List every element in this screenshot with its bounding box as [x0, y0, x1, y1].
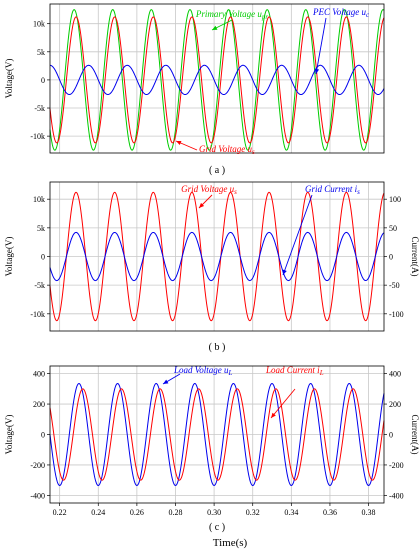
- panel-a: 10k 5k 0 -5k -10k Voltage(V) Primary Voltage u…: [4, 3, 385, 176]
- series-line-2: [49, 388, 385, 481]
- annotation-arrow: [282, 194, 313, 276]
- arrow-head-icon: [212, 25, 218, 30]
- series-line-2: [49, 231, 385, 282]
- plot-frame: [49, 3, 385, 154]
- y-tick-label: 5k: [37, 48, 45, 57]
- x-tick-label: 0.26: [130, 508, 144, 517]
- series-line-3: [49, 64, 385, 96]
- y-right-tick-label: 100: [389, 195, 401, 204]
- series-annotation: Load Current iL: [265, 365, 324, 377]
- panel-caption: ( b ): [209, 342, 226, 353]
- x-tick-label: 0.30: [207, 508, 221, 517]
- y-tick-label: -200: [30, 461, 45, 470]
- y-tick-label: -5k: [34, 104, 45, 113]
- y-axis-label: Voltage(V): [4, 59, 14, 99]
- series-line-1: [49, 191, 385, 322]
- y-right-tick-label: -200: [389, 461, 404, 470]
- y-right-tick-label: -400: [389, 491, 404, 500]
- y-right-tick-label: 200: [389, 400, 401, 409]
- y-axis-label: Voltage(V): [4, 237, 14, 277]
- series-annotation: Grid Voltage us: [199, 144, 255, 156]
- y-tick-label: -5k: [34, 281, 45, 290]
- annotation-arrow: [315, 17, 327, 75]
- y-tick-label: 0: [41, 253, 45, 262]
- x-tick-label: 0.36: [323, 508, 337, 517]
- x-tick-label: 0.32: [246, 508, 260, 517]
- y-right-tick-label: 0: [389, 253, 393, 262]
- annotation-arrow: [270, 388, 296, 419]
- x-tick-label: 0.34: [284, 508, 298, 517]
- panel-caption: ( c ): [209, 522, 225, 533]
- y-right-tick-label: -100: [389, 310, 404, 319]
- x-axis-label: Time(s): [213, 537, 248, 549]
- panel-caption: ( a ): [209, 165, 225, 176]
- y-tick-label: -10k: [30, 310, 45, 319]
- arrow-head-icon: [282, 269, 287, 275]
- series-annotation: Primary Voltage upr: [195, 9, 269, 21]
- series-annotation: Load Voltage uL: [173, 365, 233, 377]
- x-tick-label: 0.28: [168, 508, 182, 517]
- y-right-axis-label: Current(A): [410, 237, 419, 277]
- y-tick-label: 200: [33, 400, 45, 409]
- series-annotation: PEC Voltage uc: [312, 7, 370, 19]
- y-tick-label: 10k: [33, 20, 45, 29]
- x-tick-label: 0.38: [362, 508, 376, 517]
- y-right-tick-label: 50: [389, 224, 397, 233]
- y-tick-label: 10k: [33, 195, 45, 204]
- y-right-tick-label: -50: [389, 281, 400, 290]
- panel-c: 400 200 0 -200 -400 400 200 0 -200 -400 Voltage(V)…: [4, 365, 419, 504]
- y-tick-label: 0: [41, 76, 45, 85]
- arrow-head-icon: [176, 140, 182, 145]
- x-tick-label: 0.24: [91, 508, 105, 517]
- y-right-tick-label: 0: [389, 431, 393, 440]
- y-tick-label: 400: [33, 370, 45, 379]
- arrow-head-icon: [314, 68, 320, 74]
- y-right-tick-label: 400: [389, 370, 401, 379]
- arrow-head-icon: [163, 379, 169, 384]
- y-tick-label: -400: [30, 491, 45, 500]
- arrow-head-icon: [199, 202, 205, 208]
- y-tick-label: 5k: [37, 224, 45, 233]
- y-tick-label: -10k: [30, 132, 45, 141]
- y-right-axis-label: Current(A): [410, 415, 419, 455]
- series-annotation: Grid Voltage us: [181, 184, 237, 196]
- y-axis-label: Voltage(V): [4, 415, 14, 455]
- series-line-2: [49, 16, 385, 144]
- series-annotation: Grid Current is: [305, 184, 360, 196]
- panel-b: 10k 5k 0 -5k -10k 100 50 0 -50 -100 Voltage(V) Curr…: [4, 181, 419, 353]
- x-tick-label: 0.22: [53, 508, 67, 517]
- arrow-head-icon: [271, 412, 276, 418]
- y-tick-label: 0: [41, 431, 45, 440]
